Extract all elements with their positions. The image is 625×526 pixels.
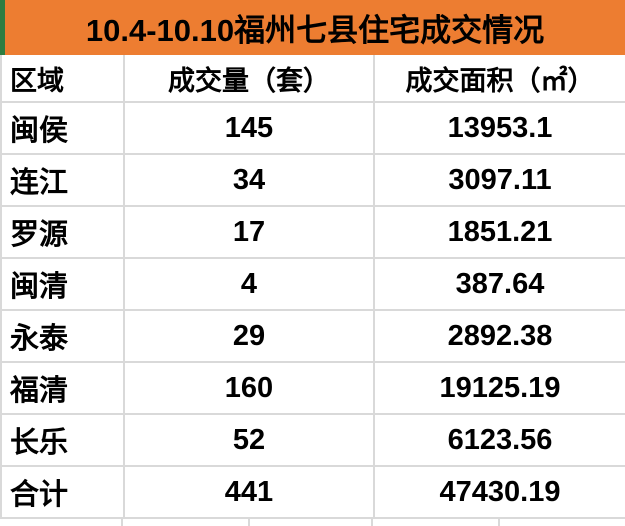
region-cell: 福清 xyxy=(10,375,69,407)
area-cell: 6123.56 xyxy=(373,415,625,465)
region-cell: 连江 xyxy=(10,167,69,199)
region-cell: 永泰 xyxy=(10,323,69,355)
volume-cell: 29 xyxy=(123,311,373,361)
table-row: 闽清 4 387.64 xyxy=(2,259,625,311)
area-cell: 1851.21 xyxy=(373,207,625,257)
spreadsheet-gridline-strip xyxy=(0,519,625,526)
region-cell: 闽侯 xyxy=(10,115,69,147)
gridline-tick xyxy=(498,519,500,526)
title-bar: 10.4-10.10福州七县住宅成交情况 xyxy=(0,0,625,55)
table-row: 罗源 17 1851.21 xyxy=(2,207,625,259)
table-row: 闽侯 145 13953.1 xyxy=(2,103,625,155)
gridline-tick xyxy=(121,519,123,526)
region-cell: 合计 xyxy=(10,479,69,511)
region-cell: 罗源 xyxy=(10,219,69,251)
table-body: 区域 成交量（套） 成交面积（㎡） 闽侯 145 13953.1 连江 34 3… xyxy=(0,55,625,519)
column-header-area: 成交面积（㎡） xyxy=(373,55,625,101)
left-accent-strip xyxy=(0,0,5,55)
volume-cell: 17 xyxy=(123,207,373,257)
area-cell: 47430.19 xyxy=(373,467,625,517)
area-cell: 2892.38 xyxy=(373,311,625,361)
region-cell: 长乐 xyxy=(10,427,69,459)
region-cell: 闽清 xyxy=(10,271,69,303)
volume-cell: 441 xyxy=(123,467,373,517)
gridline-tick xyxy=(371,519,373,526)
volume-cell: 52 xyxy=(123,415,373,465)
area-cell: 13953.1 xyxy=(373,103,625,153)
gridline-tick xyxy=(248,519,250,526)
volume-cell: 4 xyxy=(123,259,373,309)
table-row: 连江 34 3097.11 xyxy=(2,155,625,207)
column-header-region: 区域 xyxy=(10,65,64,96)
volume-cell: 34 xyxy=(123,155,373,205)
column-header-volume: 成交量（套） xyxy=(123,55,373,101)
table-row: 福清 160 19125.19 xyxy=(2,363,625,415)
volume-cell: 145 xyxy=(123,103,373,153)
area-cell: 3097.11 xyxy=(373,155,625,205)
volume-cell: 160 xyxy=(123,363,373,413)
header-row: 区域 成交量（套） 成交面积（㎡） xyxy=(2,55,625,103)
table-row: 长乐 52 6123.56 xyxy=(2,415,625,467)
table-row-totals: 合计 441 47430.19 xyxy=(2,467,625,519)
table-row: 永泰 29 2892.38 xyxy=(2,311,625,363)
area-cell: 387.64 xyxy=(373,259,625,309)
area-cell: 19125.19 xyxy=(373,363,625,413)
table-title: 10.4-10.10福州七县住宅成交情况 xyxy=(5,0,625,55)
